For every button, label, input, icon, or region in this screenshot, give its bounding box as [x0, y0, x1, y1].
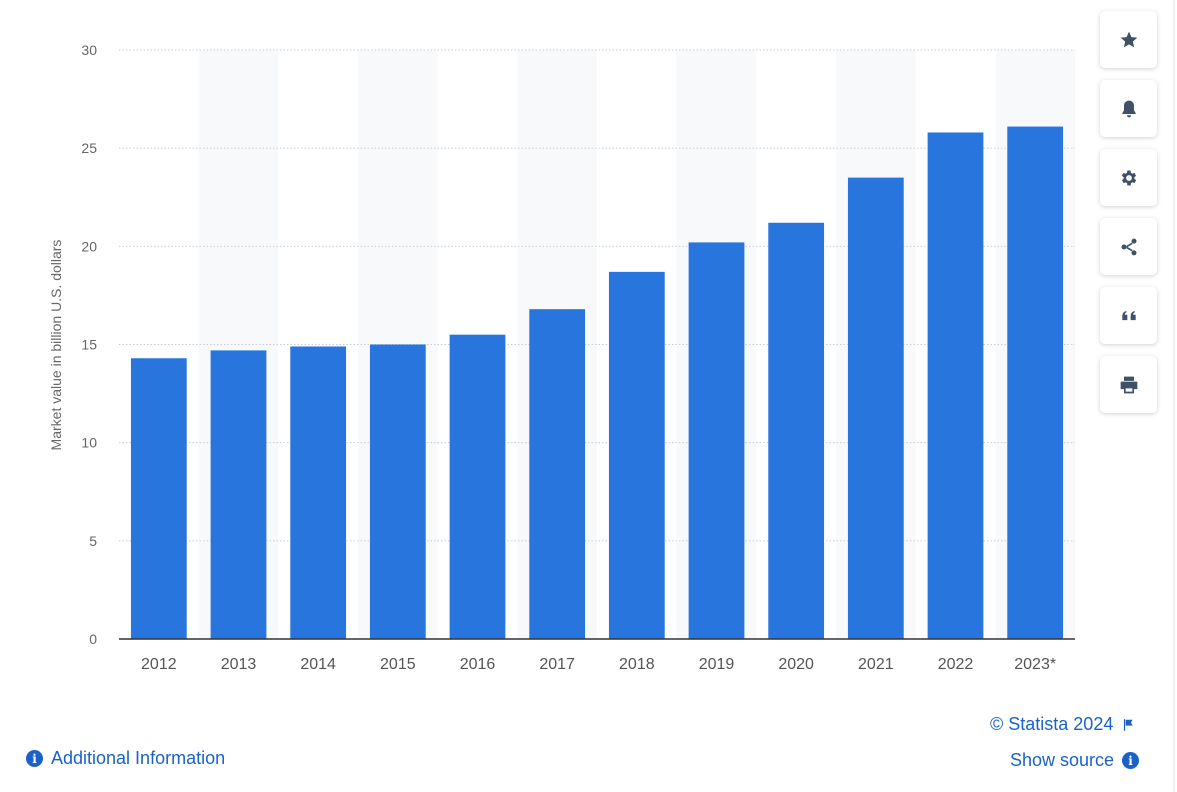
share-icon [1121, 238, 1136, 255]
additional-information-link[interactable]: i Additional Information [26, 748, 225, 769]
additional-information-text: Additional Information [51, 748, 226, 768]
x-tick-label: 2023* [1014, 656, 1056, 673]
bar-2021[interactable] [847, 177, 904, 639]
x-tick-label: 2019 [699, 656, 735, 673]
x-tick-label: 2021 [858, 656, 894, 673]
x-axis-labels: 2012 2013 2014 2015 2016 2017 2018 2019 2020 2021… [141, 656, 1056, 673]
x-tick-label: 2018 [619, 656, 655, 673]
y-tick-label: 15 [81, 337, 97, 353]
bar-2023[interactable] [1007, 126, 1064, 639]
y-tick-label: 5 [89, 533, 97, 549]
x-tick-label: 2016 [460, 656, 496, 673]
settings-button[interactable] [1100, 149, 1157, 206]
x-tick-label: 2015 [380, 656, 416, 673]
favorite-button[interactable] [1100, 11, 1157, 68]
star-icon [1120, 31, 1137, 47]
panel-divider [1173, 0, 1175, 792]
x-tick-label: 2014 [300, 656, 336, 673]
copyright-text: © Statista 2024 [990, 714, 1114, 734]
bars [130, 126, 1064, 640]
show-source-text: Show source [1010, 750, 1115, 770]
bar-2017[interactable] [529, 309, 586, 639]
chart-toolbar [1100, 11, 1157, 425]
x-tick-label: 2022 [938, 656, 974, 673]
share-button[interactable] [1100, 218, 1157, 275]
bar-2019[interactable] [688, 242, 745, 639]
y-axis-title: Market value in billion U.S. dollars [48, 240, 64, 451]
x-tick-label: 2020 [778, 656, 814, 673]
y-tick-label: 10 [81, 435, 97, 451]
bar-2015[interactable] [369, 344, 426, 640]
cite-button[interactable] [1100, 287, 1157, 344]
y-tick-label: 0 [89, 631, 97, 647]
bar-2014[interactable] [290, 346, 347, 639]
show-source-link[interactable]: Show source i [1010, 750, 1140, 771]
x-tick-label: 2012 [141, 656, 177, 673]
print-button[interactable] [1100, 356, 1157, 413]
y-tick-label: 30 [81, 42, 97, 58]
y-tick-label: 20 [81, 238, 97, 254]
y-axis-ticks: 0 5 10 15 20 25 30 [81, 42, 97, 647]
x-tick-label: 2013 [221, 656, 257, 673]
bar-2018[interactable] [608, 271, 665, 639]
bar-2012[interactable] [130, 358, 187, 639]
flag-icon [1124, 718, 1134, 731]
bar-2013[interactable] [210, 350, 267, 639]
x-tick-label: 2017 [539, 656, 575, 673]
bar-2022[interactable] [927, 132, 984, 639]
bar-2020[interactable] [768, 222, 825, 640]
bar-2016[interactable] [449, 334, 506, 639]
y-tick-label: 25 [81, 140, 97, 156]
quote-icon [1121, 310, 1136, 320]
gear-icon [1121, 170, 1136, 185]
bell-icon [1121, 100, 1136, 117]
copyright[interactable]: © Statista 2024 [990, 714, 1135, 735]
notification-button[interactable] [1100, 80, 1157, 137]
info-icon: i [1122, 752, 1140, 769]
printer-icon [1120, 376, 1137, 393]
info-icon: i [26, 750, 43, 767]
